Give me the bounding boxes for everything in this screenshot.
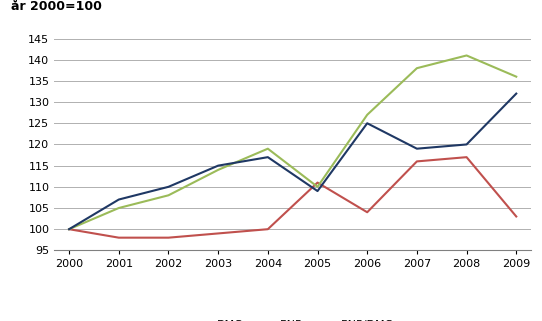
Legend: DMC, BNP, BNP/DMC: DMC, BNP, BNP/DMC: [188, 315, 398, 321]
Text: år 2000=100: år 2000=100: [11, 0, 102, 13]
